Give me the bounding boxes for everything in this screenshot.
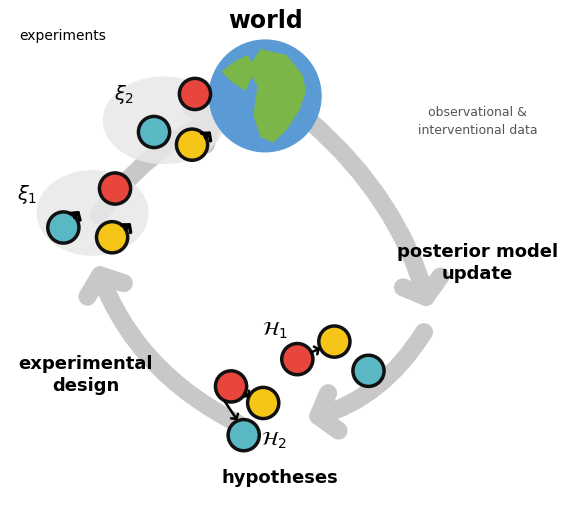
FancyArrowPatch shape bbox=[311, 123, 440, 297]
Text: hypotheses: hypotheses bbox=[222, 468, 338, 486]
FancyArrowPatch shape bbox=[87, 276, 238, 423]
Circle shape bbox=[215, 371, 247, 402]
Ellipse shape bbox=[103, 77, 224, 165]
Text: experimental
design: experimental design bbox=[18, 355, 153, 394]
Circle shape bbox=[179, 79, 211, 110]
FancyArrowPatch shape bbox=[319, 332, 424, 431]
Text: world: world bbox=[228, 9, 302, 33]
Circle shape bbox=[99, 174, 131, 205]
Circle shape bbox=[247, 388, 279, 419]
Text: experiments: experiments bbox=[20, 29, 106, 43]
Circle shape bbox=[228, 420, 259, 451]
Circle shape bbox=[208, 40, 321, 153]
Text: $\xi_2$: $\xi_2$ bbox=[114, 83, 134, 106]
Circle shape bbox=[96, 222, 127, 253]
Circle shape bbox=[353, 355, 384, 387]
Circle shape bbox=[138, 117, 170, 148]
Circle shape bbox=[176, 130, 208, 161]
Circle shape bbox=[282, 344, 313, 375]
Circle shape bbox=[319, 326, 350, 357]
Ellipse shape bbox=[37, 171, 149, 257]
FancyArrowPatch shape bbox=[99, 109, 213, 216]
Text: $\mathcal{H}_2$: $\mathcal{H}_2$ bbox=[261, 430, 287, 450]
Text: $\mathcal{H}_1$: $\mathcal{H}_1$ bbox=[262, 320, 288, 340]
Polygon shape bbox=[222, 56, 255, 92]
Text: posterior model
update: posterior model update bbox=[397, 242, 559, 282]
Polygon shape bbox=[247, 50, 306, 144]
Circle shape bbox=[48, 212, 79, 244]
Text: $\xi_1$: $\xi_1$ bbox=[17, 183, 37, 206]
Text: observational &
interventional data: observational & interventional data bbox=[418, 105, 537, 136]
